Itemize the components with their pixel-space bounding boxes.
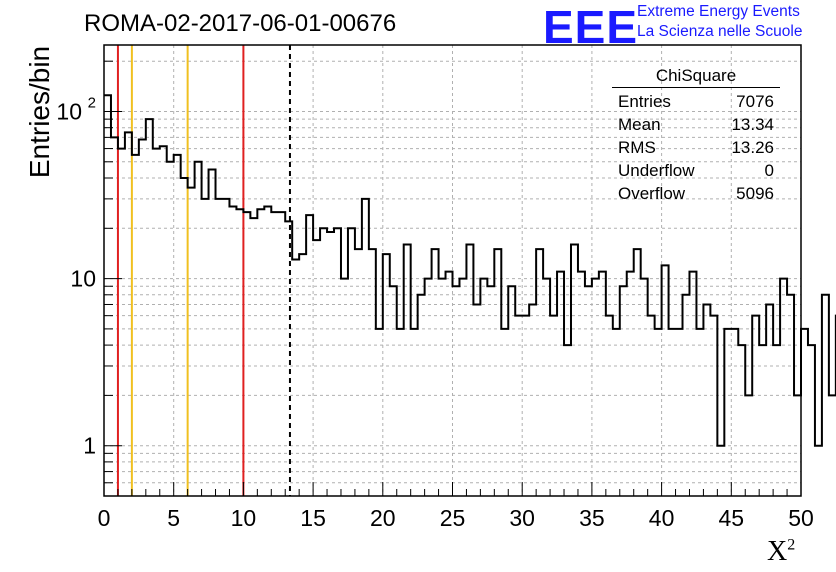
stats-label: Overflow xyxy=(618,184,686,203)
stats-row-underflow: Underflow 0 xyxy=(612,159,780,182)
x-tick-label: 50 xyxy=(788,505,814,531)
x-tick-label: 25 xyxy=(440,505,466,531)
histogram-series xyxy=(104,94,836,447)
x-axis-label-sup: 2 xyxy=(787,536,796,554)
stats-label: Underflow xyxy=(618,161,695,180)
stats-value: 5096 xyxy=(736,184,774,203)
x-tick-label: 30 xyxy=(509,505,535,531)
stats-box: ChiSquare Entries 7076 Mean 13.34 RMS 13.26… xyxy=(612,66,780,205)
x-tick-label: 40 xyxy=(649,505,675,531)
logo-line-1: Extreme Energy Events xyxy=(637,3,800,20)
stats-value: 0 xyxy=(764,161,774,180)
logo-line-2: La Scienza nelle Scuole xyxy=(637,23,803,40)
stats-value: 7076 xyxy=(736,92,774,111)
stats-row-rms: RMS 13.26 xyxy=(612,136,780,159)
x-tick-label: 20 xyxy=(370,505,396,531)
x-tick-label: 5 xyxy=(167,505,180,531)
y-tick-label: 1 xyxy=(83,433,96,459)
stats-row-entries: Entries 7076 xyxy=(612,90,780,113)
x-axis-label-text: X xyxy=(767,536,788,567)
stats-label: RMS xyxy=(618,138,656,157)
x-tick-label: 45 xyxy=(719,505,745,531)
stats-label: Entries xyxy=(618,92,671,111)
y-tick-label: 10 xyxy=(56,98,82,124)
stats-label: Mean xyxy=(618,115,661,134)
x-tick-label: 15 xyxy=(300,505,326,531)
stats-value: 13.34 xyxy=(731,115,774,134)
x-tick-label: 35 xyxy=(579,505,605,531)
y-tick-label: 10 xyxy=(70,266,96,292)
x-tick-label: 10 xyxy=(231,505,257,531)
x-tick-label: 0 xyxy=(98,505,111,531)
chart-title: ROMA-02-2017-06-01-00676 xyxy=(84,10,397,37)
stats-value: 13.26 xyxy=(731,138,774,157)
stats-heading: ChiSquare xyxy=(612,66,780,88)
stats-row-overflow: Overflow 5096 xyxy=(612,182,780,205)
y-tick-label-sup: 2 xyxy=(88,94,96,111)
x-axis-label: X2 xyxy=(767,536,795,568)
stats-row-mean: Mean 13.34 xyxy=(612,113,780,136)
